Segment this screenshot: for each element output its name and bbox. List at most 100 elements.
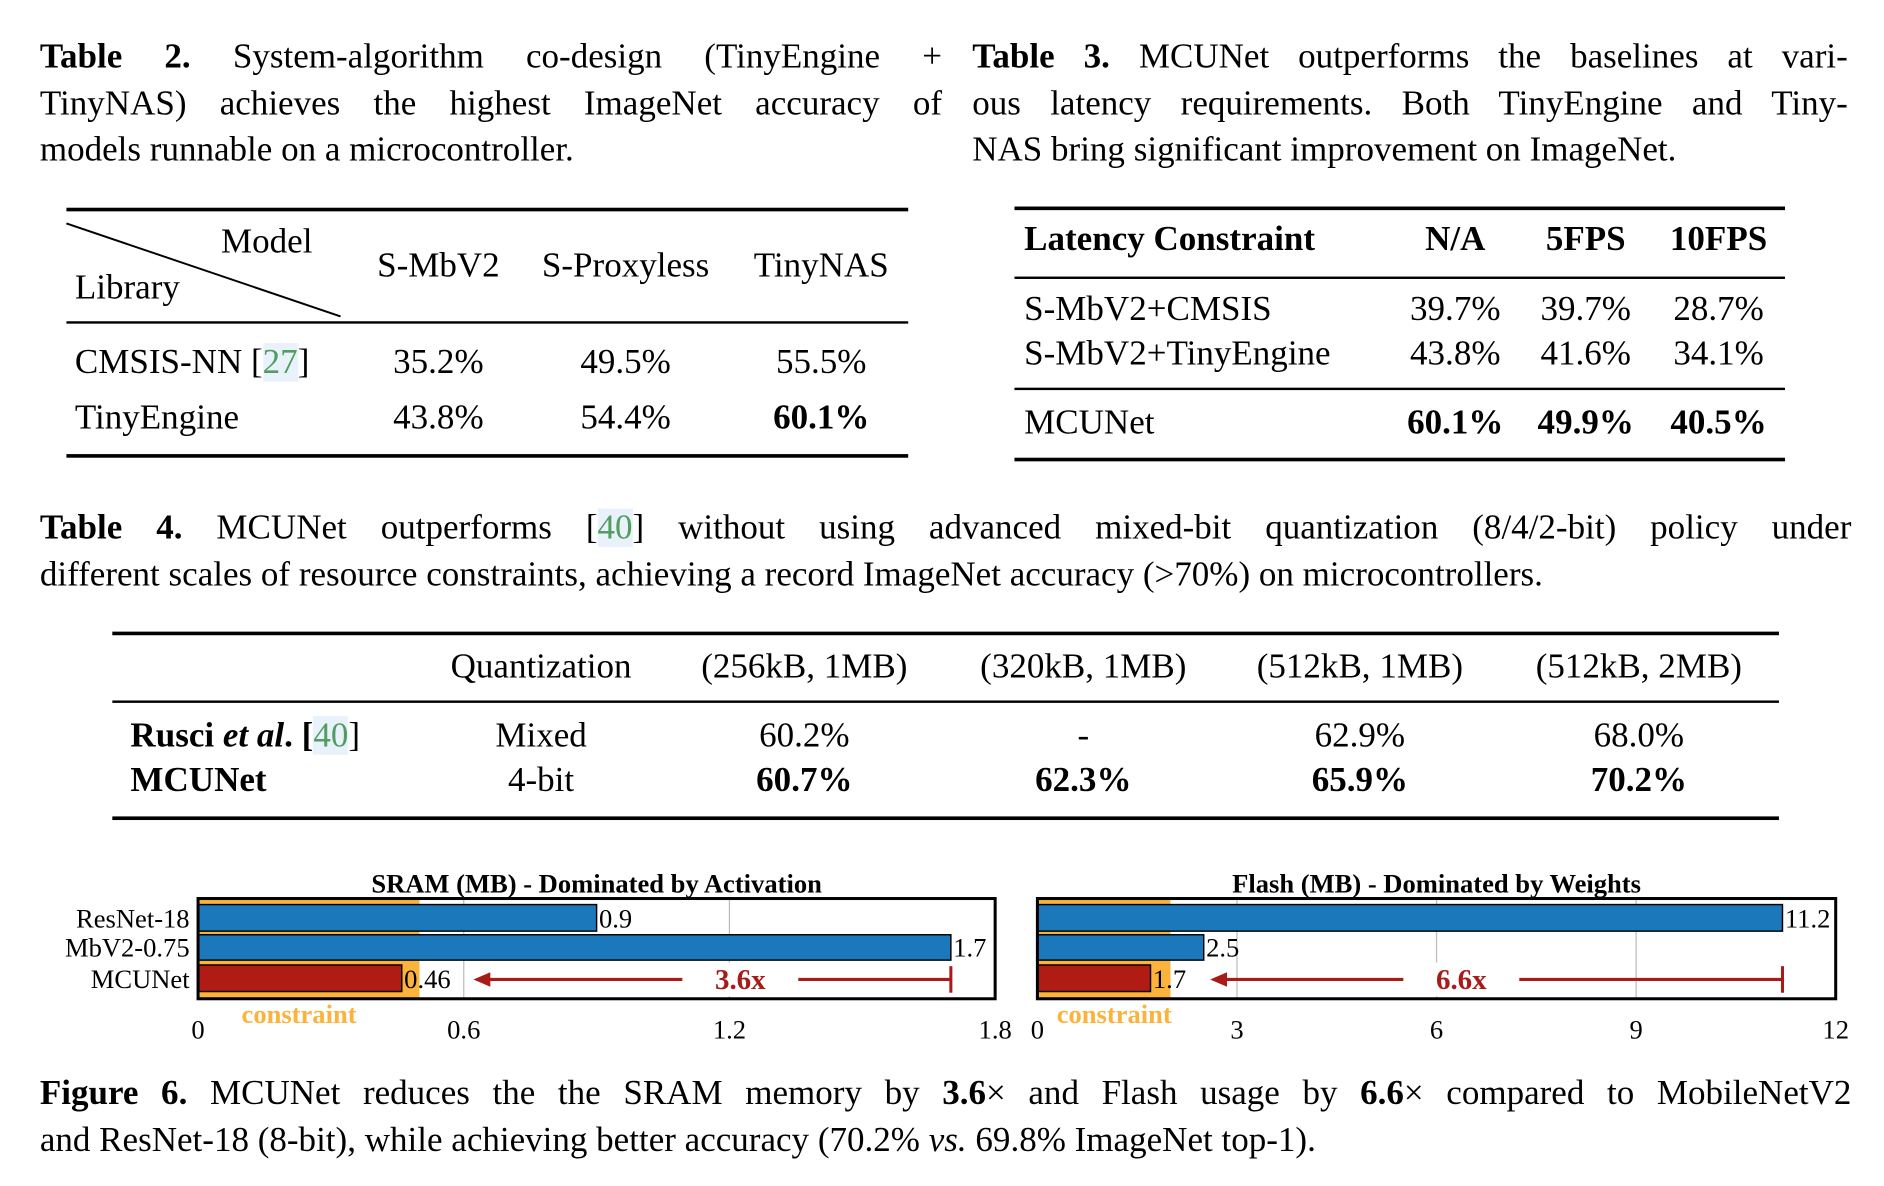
table-cell: 55.5% <box>775 342 867 382</box>
bar-value-label: 0.46 <box>404 964 450 994</box>
figure6-caption: Figure 6. MCUNet reduces the the SRAM me… <box>39 1073 1852 1159</box>
citation-link[interactable]: 40 <box>313 716 349 755</box>
table3-caption: Table 3. MCUNet outperforms the baseline… <box>972 34 1848 173</box>
row-label: S-MbV2+CMSIS <box>1024 289 1272 329</box>
table-bottom-rule <box>66 454 909 458</box>
table-mid-rule <box>66 321 909 324</box>
table-cell: 49.5% <box>580 342 671 382</box>
caption-label: Table 3. <box>972 37 1110 77</box>
table-cell: 41.6% <box>1540 334 1631 374</box>
table-cell: 62.9% <box>1314 716 1406 755</box>
bar-mbv2-0.75 <box>197 934 952 961</box>
arrow-left-icon <box>1210 972 1228 987</box>
column-header: (512kB, 1MB) <box>1256 647 1464 686</box>
table-top-rule <box>1014 206 1785 210</box>
table-cell: 39.7% <box>1410 289 1501 329</box>
table-cell: 43.8% <box>393 398 484 438</box>
table-cell-best: 49.9% <box>1537 403 1634 443</box>
caption-text: ous latency requirements. Both TinyEngin… <box>972 83 1848 123</box>
caption-text: NAS bring significant improvement on Ima… <box>972 130 1677 170</box>
table-cell-best: 60.1% <box>1407 403 1504 443</box>
citation-link[interactable]: 27 <box>262 342 298 382</box>
table-cell-best: 70.2% <box>1590 760 1688 800</box>
category-label: MbV2-0.75 <box>65 932 190 962</box>
table-cell-best: 62.3% <box>1035 760 1132 800</box>
annotation-background <box>1403 962 1520 997</box>
caption-text: different scales of resource constraints… <box>39 554 1543 594</box>
caption-text: System-algorithm co-design (TinyEngine + <box>190 37 943 77</box>
caption-label: Table 2. <box>39 37 191 77</box>
table-cell: 43.8% <box>1410 334 1501 374</box>
table-bottom-rule <box>1014 457 1785 461</box>
x-tick-label: 3 <box>1230 1015 1243 1045</box>
table-cell-best: 40.5% <box>1670 403 1767 443</box>
chart-title: SRAM (MB) - Dominated by Activation <box>371 868 822 898</box>
x-tick-label: 9 <box>1629 1015 1642 1045</box>
row-label: S-MbV2+TinyEngine <box>1024 334 1331 374</box>
column-header: (512kB, 2MB) <box>1535 647 1742 686</box>
citation-link[interactable]: 40 <box>597 508 633 548</box>
x-tick-label: 12 <box>1822 1015 1849 1045</box>
x-tick-label: 1.8 <box>979 1015 1012 1045</box>
table-cell: 39.7% <box>1540 289 1631 329</box>
plot-frame <box>1035 897 1838 1001</box>
corner-header-model: Model <box>221 222 313 261</box>
corner-header-library: Library <box>74 268 180 307</box>
bar-mcunet <box>1036 964 1152 993</box>
table-mid-rule <box>1014 276 1785 279</box>
table-top-rule <box>112 631 1779 635</box>
table-bottom-rule <box>112 816 1779 820</box>
constraint-label: constraint <box>1057 999 1172 1029</box>
reduction-factor-label: 6.6x <box>1436 964 1487 996</box>
caption-text: TinyNAS) achieves the highest ImageNet a… <box>39 83 943 123</box>
column-header: (320kB, 1MB) <box>980 647 1187 686</box>
table-cell: - <box>1077 716 1090 755</box>
column-header: TinyNAS <box>753 246 889 286</box>
x-tick-label: 6 <box>1430 1015 1443 1045</box>
x-tick-label: 0 <box>191 1015 204 1045</box>
table-top-rule <box>66 207 909 211</box>
row-label: MCUNet <box>130 760 267 800</box>
constraint-label: constraint <box>242 999 357 1029</box>
chart-title: Flash (MB) - Dominated by Weights <box>1232 868 1641 898</box>
bar-value-label: 1.7 <box>1153 964 1186 994</box>
plot-frame <box>196 897 997 1001</box>
x-tick-label: 0.6 <box>447 1015 480 1045</box>
table-cell: 68.0% <box>1593 716 1685 755</box>
column-header: (256kB, 1MB) <box>701 647 908 686</box>
bar-resnet-18 <box>197 903 598 932</box>
table-cell-best: 60.7% <box>756 760 853 800</box>
column-header: S-MbV2 <box>377 246 500 286</box>
table-cell: 4-bit <box>507 760 575 800</box>
table-cell: 54.4% <box>580 398 671 438</box>
caption-text: MCUNet outperforms the baselines at vari… <box>1109 37 1848 77</box>
caption-text: models runnable on a microcontroller. <box>39 130 574 170</box>
column-header: 5FPS <box>1545 219 1626 259</box>
table-cell-best: 60.1% <box>773 398 870 438</box>
table-mid-rule <box>1014 387 1785 390</box>
table-cell: 34.1% <box>1673 334 1764 374</box>
bar-resnet-18 <box>1036 903 1784 932</box>
x-tick-label: 1.2 <box>713 1015 746 1045</box>
bar-value-label: 11.2 <box>1785 904 1830 934</box>
annotation-background <box>682 962 799 997</box>
category-label: MCUNet <box>91 964 190 994</box>
table2-caption: Table 2. System-algorithm co-design (Tin… <box>40 34 942 173</box>
column-header: S-Proxyless <box>541 246 710 286</box>
row-label: MCUNet <box>1024 403 1155 443</box>
caption-label: Table 4. <box>39 508 183 548</box>
column-header: 10FPS <box>1669 219 1768 259</box>
x-tick-label: 0 <box>1031 1015 1044 1045</box>
column-header: Quantization <box>450 647 632 686</box>
table4-caption: Table 4. MCUNet outperforms [40] without… <box>39 505 1851 598</box>
bar-mbv2-0.75 <box>1036 934 1205 961</box>
bar-value-label: 2.5 <box>1206 932 1239 962</box>
category-label: ResNet-18 <box>76 904 190 934</box>
row-label: CMSIS-NN [27] <box>74 342 310 382</box>
bar-mcunet <box>197 964 403 993</box>
bar-value-label: 1.7 <box>953 932 986 962</box>
caption-label: Figure 6. <box>39 1073 188 1113</box>
bar-value-label: 0.9 <box>599 904 632 934</box>
